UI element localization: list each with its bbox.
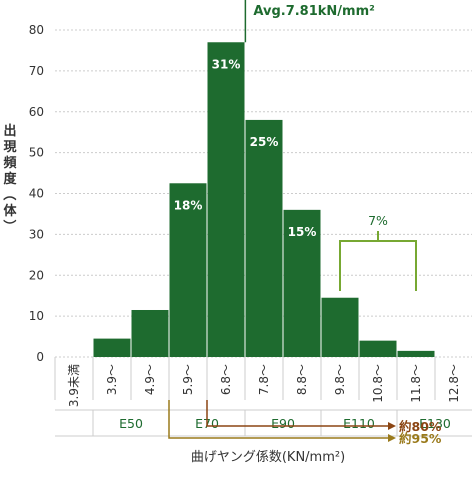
x-axis-label: 曲げヤング係数(KN/mm²) xyxy=(191,450,345,465)
bar-percent-label: 15% xyxy=(288,225,317,239)
x-tick-label: 8.8～ xyxy=(295,364,309,395)
y-tick-label: 0 xyxy=(36,350,44,364)
x-tick-label: 4.9～ xyxy=(143,364,157,395)
arrow-head xyxy=(388,434,396,442)
bar-labels: 18% 31% 25% 15% xyxy=(174,57,317,239)
y-axis-label-char: 現 xyxy=(3,140,16,155)
y-axis-label-char: （ xyxy=(1,187,17,200)
y-tick-label: 80 xyxy=(29,23,44,37)
y-axis-label-char: 頻 xyxy=(3,155,16,171)
x-tick-label: 9.8～ xyxy=(333,364,347,395)
grade-label: E90 xyxy=(271,416,295,431)
average-label: Avg.7.81kN/mm² xyxy=(253,4,374,19)
arrow-label: 約80% xyxy=(399,419,442,434)
y-tick-label: 40 xyxy=(29,187,44,201)
y-axis-label-char: ） xyxy=(1,219,17,232)
x-tick-label: 12.8～ xyxy=(447,364,461,403)
arrows: 約80%約95% xyxy=(168,400,442,446)
grade-label: E110 xyxy=(343,416,375,431)
y-tick-label: 30 xyxy=(29,227,44,241)
x-tick-label: 3.9～ xyxy=(105,364,119,395)
x-tick-label: 6.8～ xyxy=(219,364,233,395)
bar-percent-label: 31% xyxy=(212,57,241,71)
bar-percent-label: 25% xyxy=(250,135,279,149)
arrow-label: 約95% xyxy=(399,431,442,446)
bar xyxy=(207,42,245,357)
x-axis-ticks: 3.9未満 3.9～ 4.9～ 5.9～ 6.8～ 7.8～ 8.8～ 9.8～ 10.8～ 11… xyxy=(67,364,461,407)
bars xyxy=(93,42,435,357)
overlay: Avg.7.81kN/mm² 7% xyxy=(244,0,417,291)
y-axis-label-char: 度 xyxy=(3,171,17,187)
y-axis-ticks: 0 10 20 30 40 50 60 70 80 xyxy=(29,23,44,364)
bar xyxy=(131,309,169,357)
x-tick-label: 3.9未満 xyxy=(67,364,81,407)
arrow-line xyxy=(206,400,388,427)
y-tick-label: 60 xyxy=(29,105,44,119)
y-tick-label: 50 xyxy=(29,146,44,160)
grade-label: E130 xyxy=(419,416,451,431)
x-tick-label: 10.8～ xyxy=(371,364,385,403)
bar xyxy=(359,340,397,357)
bar xyxy=(321,297,359,357)
grade-label: E50 xyxy=(119,416,143,431)
bar xyxy=(397,350,435,357)
bar xyxy=(169,183,207,357)
y-tick-label: 20 xyxy=(29,268,44,282)
x-tick-label: 11.8～ xyxy=(409,364,423,403)
x-tick-label: 7.8～ xyxy=(257,364,271,395)
y-axis-label-char: 体 xyxy=(3,203,17,219)
bar xyxy=(93,338,131,357)
y-tick-label: 10 xyxy=(29,309,44,323)
arrow-head xyxy=(388,422,396,430)
bar xyxy=(283,209,321,357)
bar xyxy=(245,119,283,357)
y-tick-label: 70 xyxy=(29,64,44,78)
bar-percent-label: 18% xyxy=(174,198,203,212)
bracket-label: 7% xyxy=(368,213,388,228)
y-axis-label-char: 出 xyxy=(3,123,16,139)
x-tick-label: 5.9～ xyxy=(181,364,195,395)
arrow-line xyxy=(168,400,388,439)
bracket-line xyxy=(339,240,417,291)
